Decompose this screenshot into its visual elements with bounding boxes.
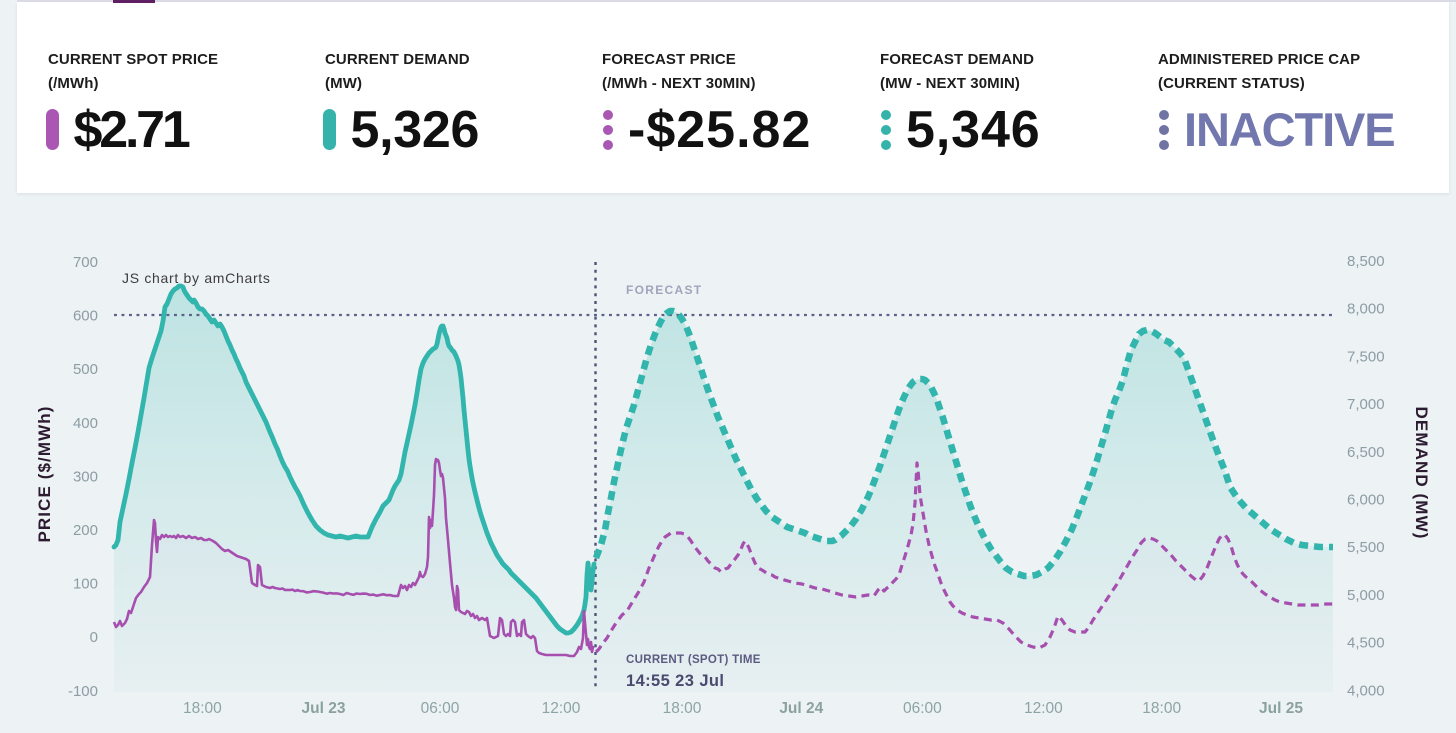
svg-text:300: 300 [73, 468, 98, 485]
svg-text:06:00: 06:00 [421, 700, 460, 717]
svg-text:100: 100 [73, 576, 98, 593]
svg-text:8,500: 8,500 [1347, 253, 1385, 270]
svg-text:14:55 23 Jul: 14:55 23 Jul [626, 672, 724, 690]
svg-text:Jul 25: Jul 25 [1259, 700, 1303, 717]
svg-text:12:00: 12:00 [1024, 700, 1063, 717]
svg-text:CURRENT (SPOT) TIME: CURRENT (SPOT) TIME [626, 654, 761, 666]
svg-text:7,000: 7,000 [1347, 396, 1385, 413]
svg-text:PRICE ($/MWh): PRICE ($/MWh) [35, 405, 54, 542]
svg-text:6,500: 6,500 [1347, 444, 1385, 461]
svg-text:DEMAND (MW): DEMAND (MW) [1412, 407, 1431, 540]
svg-text:200: 200 [73, 522, 98, 539]
svg-text:Jul 24: Jul 24 [779, 700, 823, 717]
svg-text:5,000: 5,000 [1347, 587, 1385, 604]
svg-text:18:00: 18:00 [183, 700, 222, 717]
svg-text:700: 700 [73, 254, 98, 271]
svg-text:JS chart by amCharts: JS chart by amCharts [122, 270, 271, 286]
svg-text:4,000: 4,000 [1347, 682, 1385, 699]
svg-text:4,500: 4,500 [1347, 635, 1385, 652]
svg-text:12:00: 12:00 [542, 700, 581, 717]
svg-text:-100: -100 [68, 683, 98, 700]
svg-text:06:00: 06:00 [903, 700, 942, 717]
svg-text:18:00: 18:00 [663, 700, 702, 717]
svg-text:FORECAST: FORECAST [626, 283, 702, 297]
svg-text:7,500: 7,500 [1347, 348, 1385, 365]
svg-text:Jul 23: Jul 23 [302, 700, 346, 717]
svg-text:8,000: 8,000 [1347, 301, 1385, 318]
svg-text:5,500: 5,500 [1347, 539, 1385, 556]
svg-text:600: 600 [73, 308, 98, 325]
svg-text:400: 400 [73, 415, 98, 432]
svg-text:18:00: 18:00 [1142, 700, 1181, 717]
svg-text:0: 0 [90, 629, 98, 646]
svg-text:6,000: 6,000 [1347, 492, 1385, 509]
svg-text:500: 500 [73, 361, 98, 378]
